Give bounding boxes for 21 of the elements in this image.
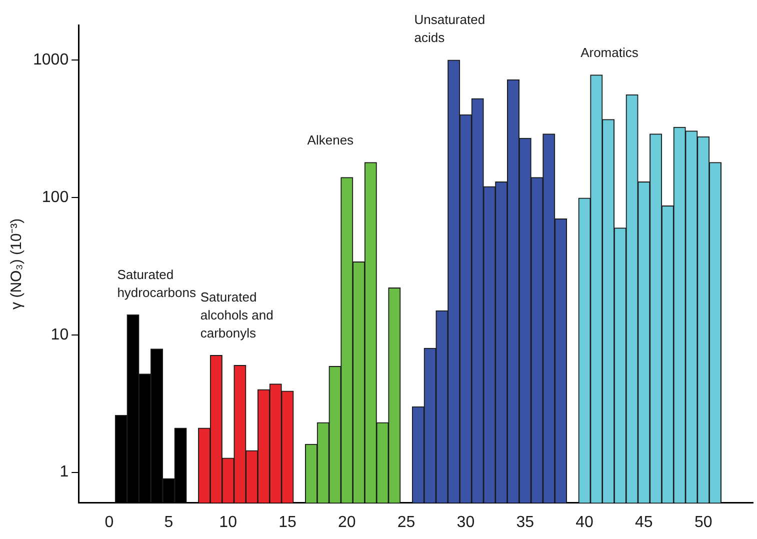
x-tick-label: 25: [397, 514, 416, 531]
series-label: Alkenes: [307, 132, 354, 148]
text: Unsaturated acids: [414, 12, 486, 46]
y-tick-label: 10: [50, 326, 69, 344]
y-axis-title: γ (NO₃) (10⁻³): [8, 218, 26, 310]
x-tick-label: 35: [516, 514, 534, 531]
series-label: Saturated alcohols and carbonyls: [200, 289, 274, 340]
x-tick-label: 30: [456, 514, 475, 531]
x-tick-label: 50: [694, 514, 712, 531]
x-tick-label: 15: [278, 514, 296, 531]
x-tick-label: 40: [576, 514, 594, 531]
y-tick-label: 1: [60, 464, 69, 481]
x-tick-label: 10: [219, 514, 238, 531]
series-label: Saturated hydrocarbons: [117, 266, 196, 300]
y-tick-label: 100: [42, 188, 69, 206]
y-tick-label: 1000: [33, 51, 69, 68]
x-tick-label: 0: [104, 514, 114, 531]
x-tick-label: 20: [338, 514, 356, 531]
x-tick-label: 5: [164, 514, 174, 531]
series-label: Aromatics: [580, 44, 639, 60]
x-tick-label: 45: [635, 514, 653, 531]
